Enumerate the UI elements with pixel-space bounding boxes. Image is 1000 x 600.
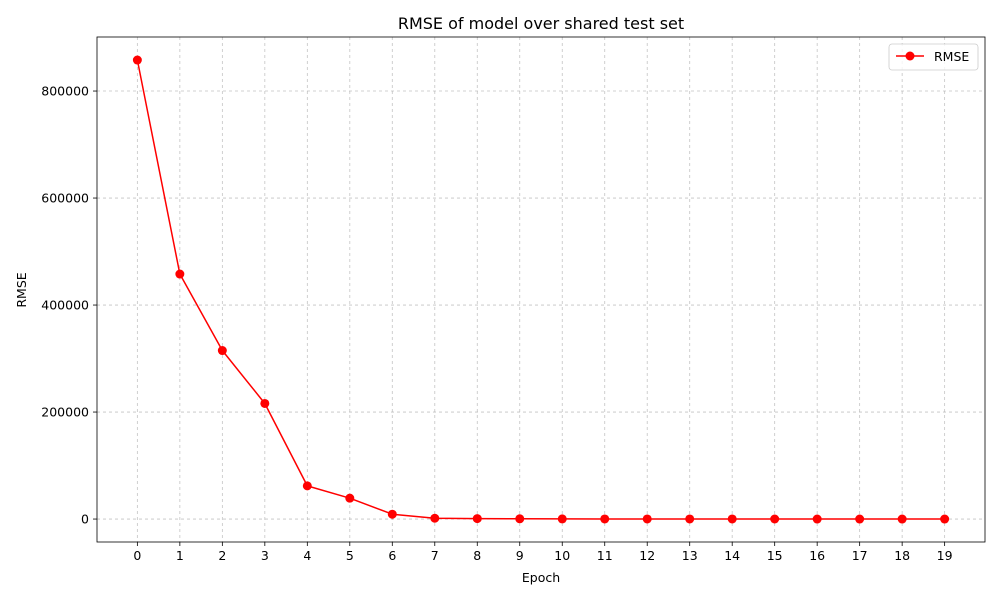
x-tick-label: 3 [261,548,269,563]
grid [97,37,985,542]
data-point [472,514,482,524]
data-point [940,514,950,524]
y-tick-label: 600000 [41,191,89,206]
legend-marker-swatch [905,51,915,61]
x-tick-label: 10 [554,548,570,563]
data-point [217,346,227,356]
data-point [515,514,525,524]
x-tick-label: 11 [597,548,613,563]
y-axis-label: RMSE [14,272,29,307]
axis-ticks: 0 1 2 3 4 5 6 7 8 9 10 11 12 13 14 15 16 17 18 190200000400… [41,84,952,563]
x-tick-label: 2 [218,548,226,563]
chart-title: RMSE of model over shared test set [398,14,684,33]
x-tick-label: 12 [639,548,655,563]
data-point [600,514,610,524]
data-point [430,513,440,523]
legend-box [888,43,979,71]
x-tick-label: 0 [133,548,141,563]
x-tick-label: 15 [767,548,783,563]
data-point [727,514,737,524]
x-tick-label: 16 [809,548,825,563]
x-axis-label: Epoch [522,570,560,585]
legend-label-rmse: RMSE [934,49,969,64]
data-point [897,514,907,524]
x-tick-label: 7 [431,548,439,563]
x-tick-label: 1 [176,548,184,563]
series-layer [132,55,950,524]
y-tick-label: 200000 [41,405,89,420]
data-point [770,514,780,524]
x-tick-label: 9 [516,548,524,563]
x-tick-label: 8 [473,548,481,563]
y-tick-label: 0 [81,512,89,527]
data-point [132,55,142,65]
y-tick-label: 400000 [41,298,89,313]
y-tick-label: 800000 [41,84,89,99]
data-point [557,514,567,524]
data-point [302,481,312,491]
x-tick-label: 13 [682,548,698,563]
x-tick-label: 14 [724,548,740,563]
data-point [812,514,822,524]
data-point [685,514,695,524]
legend: RMSE [888,43,979,71]
data-point [642,514,652,524]
x-tick-label: 4 [303,548,311,563]
x-tick-label: 18 [894,548,910,563]
data-point [345,493,355,503]
data-point [855,514,865,524]
x-tick-label: 5 [346,548,354,563]
x-tick-label: 19 [937,548,953,563]
x-tick-label: 17 [852,548,868,563]
data-point [387,509,397,519]
data-point [260,398,270,408]
series-line-rmse [136,59,945,520]
plot-frame [96,36,986,543]
data-point [175,269,185,279]
x-tick-label: 6 [388,548,396,563]
